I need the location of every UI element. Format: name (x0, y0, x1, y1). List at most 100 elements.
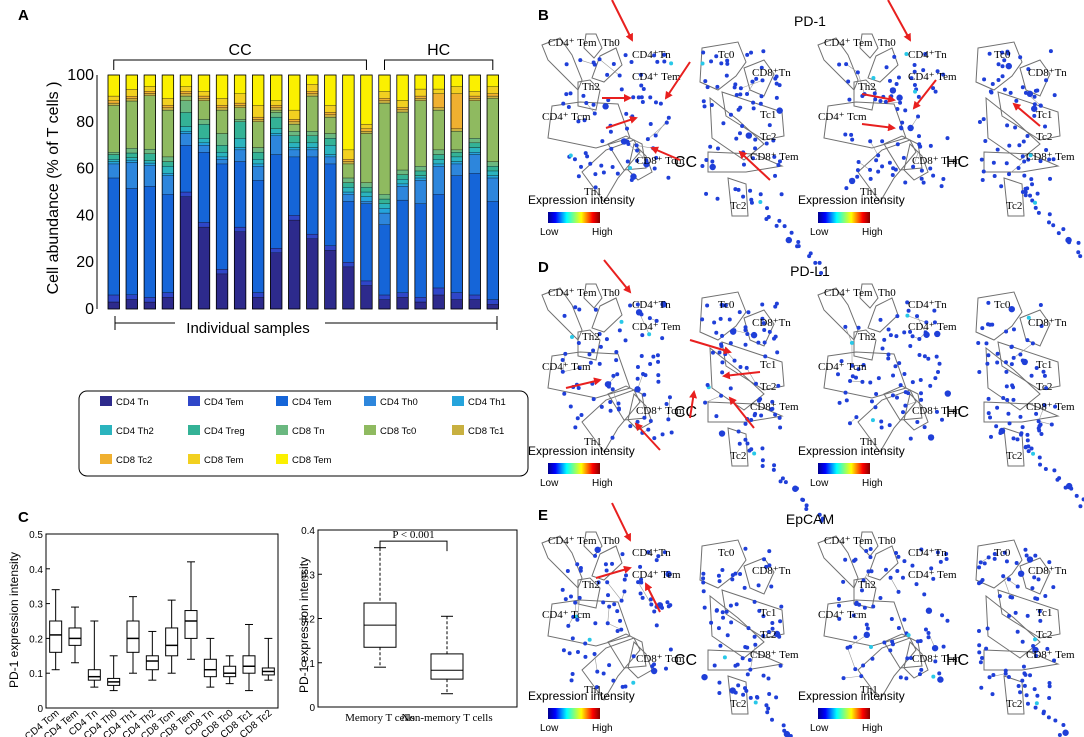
tree-node (1078, 504, 1083, 509)
tree-node (1030, 198, 1035, 203)
bar-outline (414, 74, 427, 310)
bar-segment (396, 174, 409, 180)
population-outline (707, 649, 784, 671)
tree-node (705, 303, 710, 308)
tree-node (934, 354, 939, 359)
tree-node (998, 427, 1006, 435)
bar-segment (324, 112, 337, 115)
tree-node (996, 62, 1001, 67)
tree-node (876, 153, 881, 158)
tree-node (1033, 637, 1038, 642)
bar-segment (342, 201, 355, 263)
tree-node (1021, 139, 1026, 144)
bar-segment (234, 161, 247, 228)
tree-node (783, 480, 788, 485)
tree-node (870, 656, 875, 661)
tree-node (639, 83, 644, 88)
population-label: CD4⁺ Tem (824, 535, 873, 547)
tree-edge (607, 606, 610, 624)
tree-node (1052, 93, 1057, 98)
tree-edge (746, 78, 757, 95)
tree-node (753, 700, 758, 705)
population-label: CD4⁺ Tcm (818, 361, 867, 373)
tree-node (656, 359, 661, 364)
red-arrow (1012, 102, 1041, 127)
tree-node (894, 551, 899, 556)
bar-segment (234, 138, 247, 148)
tree-node (896, 589, 901, 594)
tree-node (560, 358, 565, 363)
population-label: Th2 (582, 331, 600, 343)
population-label: Th2 (582, 579, 600, 591)
legend-label: CD4 Th2 (116, 426, 154, 437)
tree-node (1028, 193, 1033, 198)
tree-node (623, 338, 628, 343)
tree-node (584, 100, 589, 105)
tree-node (656, 379, 661, 384)
tree-node (804, 507, 809, 512)
bar-segment (125, 152, 138, 158)
tree-node (944, 551, 949, 556)
tree-node (916, 134, 921, 139)
bar-segment (234, 121, 247, 139)
bar-segment (486, 98, 499, 162)
tree-node (977, 370, 982, 375)
tree-node (648, 95, 653, 100)
bar-segment (450, 163, 463, 176)
bar-segment (216, 273, 228, 310)
tree-node (606, 384, 611, 389)
bar-segment (468, 91, 481, 97)
tree-node (757, 608, 762, 613)
tree-node (774, 301, 779, 306)
bar-outline (125, 74, 138, 310)
tree-node (843, 132, 848, 137)
tree-node (1030, 182, 1035, 187)
population-outline (607, 633, 647, 669)
red-arrow (565, 377, 602, 389)
tree-node (709, 163, 716, 171)
bar-segment (198, 119, 210, 125)
colorbar-low: Low (540, 478, 559, 489)
y-tick-label: 0.4 (29, 565, 43, 576)
tree-edge (740, 80, 763, 89)
tree-node (785, 236, 793, 244)
bar-segment (125, 294, 138, 300)
bar-segment (216, 105, 228, 108)
bar-segment (360, 191, 373, 197)
tree-node (1029, 446, 1034, 451)
tree-node (662, 550, 667, 555)
tree-node (610, 561, 615, 566)
tree-node (870, 418, 875, 423)
panel-letter-a: A (18, 7, 29, 24)
tree-node (617, 73, 622, 78)
tree-node (756, 583, 761, 588)
tree-node (749, 447, 754, 452)
population-label: CD8⁺ Tem (750, 401, 799, 413)
bar-segment (143, 95, 156, 150)
population-outline (1003, 427, 1025, 467)
tree-node (1076, 250, 1081, 255)
tree-node (654, 558, 659, 563)
panel-letter-b: B (538, 7, 549, 24)
bar-segment (306, 84, 319, 92)
tree-node (807, 254, 812, 259)
bar-segment (432, 166, 445, 195)
tree-node (860, 379, 865, 384)
tree-node (616, 407, 621, 412)
bar-outline (486, 74, 499, 310)
tree-node (761, 49, 766, 54)
c-left-frame (45, 533, 279, 709)
tree-node (864, 549, 869, 554)
tree-node (1049, 422, 1054, 427)
tree-node (1001, 395, 1006, 400)
legend-label: CD8 Tem (204, 455, 244, 466)
tree-node (764, 564, 769, 569)
tree-node (986, 353, 991, 358)
tree-node (754, 694, 759, 699)
tree-node (1009, 344, 1014, 349)
bar-segment (107, 301, 120, 310)
tree-node (894, 334, 899, 339)
boxplot-memory: PD-1 expression intensity 00.10.20.30.4M… (297, 526, 518, 724)
x-axis-label: Individual samples (186, 320, 309, 337)
